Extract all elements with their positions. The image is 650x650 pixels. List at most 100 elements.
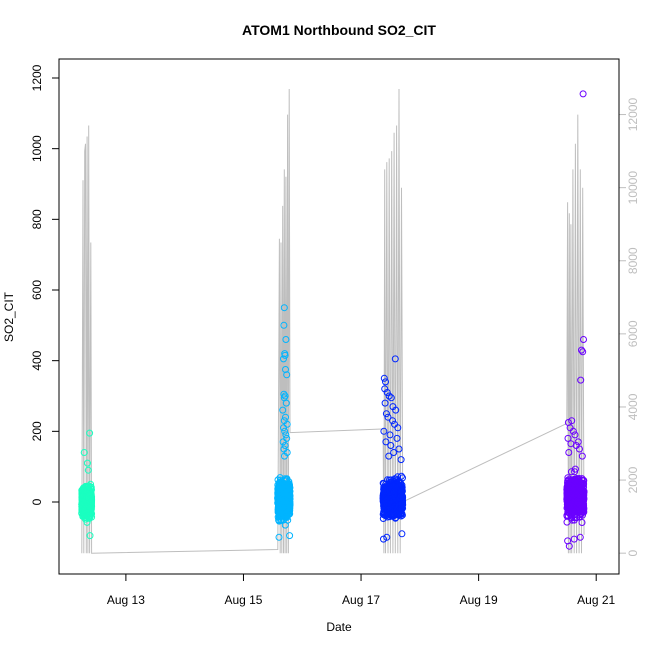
data-point — [280, 390, 288, 398]
data-point — [576, 533, 584, 541]
data-point — [394, 424, 402, 432]
data-point — [571, 482, 579, 489]
data-point — [570, 535, 578, 543]
data-point — [387, 488, 395, 496]
y-tick-label: 400 — [30, 350, 44, 370]
data-point — [84, 511, 92, 518]
secondary-line-layer — [81, 88, 585, 554]
y-axis-title: SO2_CIT — [2, 291, 16, 342]
y-tick-label: 1000 — [30, 135, 44, 162]
data-point — [578, 452, 586, 460]
data-point — [282, 366, 289, 373]
data-point — [281, 452, 288, 460]
data-point — [579, 348, 587, 356]
data-point — [392, 494, 400, 502]
data-point — [85, 507, 93, 515]
data-point — [396, 479, 404, 487]
data-point — [391, 355, 399, 363]
y-tick-label: 800 — [30, 209, 44, 229]
scatter-series-3 — [379, 355, 407, 543]
data-point — [286, 501, 294, 509]
x-tick-label: Aug 15 — [224, 593, 262, 607]
right-y-tick-label: 4000 — [626, 393, 640, 420]
x-tick-label: Aug 17 — [342, 593, 380, 607]
scatter-series-4 — [563, 90, 588, 550]
data-point — [80, 449, 88, 456]
data-point — [383, 389, 391, 396]
data-point — [579, 90, 587, 98]
axes-layer: 0 200 400 600 800 1000 1200 Aug 13 Aug 15 Aug 17 A… — [30, 64, 640, 607]
data-point — [283, 434, 291, 442]
data-point — [571, 431, 579, 439]
data-point — [282, 336, 290, 343]
data-point — [276, 507, 284, 515]
x-tick-label: Aug 13 — [107, 593, 145, 607]
scatter-series-1 — [78, 429, 96, 540]
data-point — [398, 487, 406, 495]
data-point — [383, 533, 391, 541]
data-point — [386, 431, 394, 439]
data-point — [280, 424, 287, 432]
data-point — [566, 485, 574, 493]
data-point — [580, 336, 587, 343]
data-point — [580, 477, 588, 484]
data-point — [86, 532, 94, 540]
data-point — [380, 374, 388, 382]
data-point — [283, 420, 291, 428]
data-point — [283, 371, 291, 379]
data-point — [564, 434, 572, 442]
data-point — [281, 351, 289, 359]
data-point — [385, 452, 393, 460]
scatter-series-2 — [274, 304, 294, 541]
right-y-tick-label: 8000 — [626, 247, 640, 274]
data-point — [275, 533, 283, 541]
data-point — [81, 486, 89, 494]
data-point — [382, 438, 390, 446]
data-point — [82, 514, 90, 522]
data-point — [564, 512, 572, 520]
data-point — [387, 394, 395, 402]
data-point — [84, 466, 92, 474]
data-point — [398, 530, 406, 538]
right-y-tick-label: 2000 — [626, 466, 640, 493]
right-y-tick-label: 0 — [626, 550, 640, 557]
data-point — [281, 442, 289, 449]
data-point — [380, 502, 388, 510]
data-point — [384, 506, 392, 514]
data-point — [569, 427, 577, 435]
data-point — [570, 508, 577, 516]
data-point — [382, 378, 389, 386]
data-point — [382, 410, 390, 418]
data-point — [571, 465, 579, 473]
data-point — [87, 503, 94, 511]
data-point — [380, 427, 388, 435]
data-point — [384, 413, 392, 421]
data-point — [397, 482, 405, 490]
data-point — [277, 481, 285, 489]
right-y-tick-label: 10000 — [626, 171, 640, 205]
data-point — [380, 535, 387, 543]
data-point — [563, 498, 571, 506]
data-point — [281, 427, 289, 435]
y-tick-label: 1200 — [30, 64, 44, 91]
secondary-series-line — [81, 88, 585, 554]
data-point — [274, 494, 282, 502]
data-point — [571, 476, 579, 484]
data-point — [578, 475, 586, 483]
data-point — [393, 481, 400, 489]
data-point — [87, 480, 95, 488]
data-point — [389, 417, 396, 425]
data-point — [569, 503, 576, 511]
y-tick-label: 0 — [30, 498, 44, 505]
data-point — [280, 491, 288, 499]
chart-title: ATOM1 Northbound SO2_CIT — [242, 22, 436, 38]
data-point — [568, 417, 576, 425]
data-point — [576, 513, 584, 521]
data-point — [279, 438, 287, 446]
data-point — [391, 495, 399, 503]
data-point — [393, 434, 401, 442]
data-point — [286, 532, 294, 540]
data-point — [574, 498, 582, 506]
data-point — [84, 459, 91, 467]
data-point — [284, 484, 292, 492]
